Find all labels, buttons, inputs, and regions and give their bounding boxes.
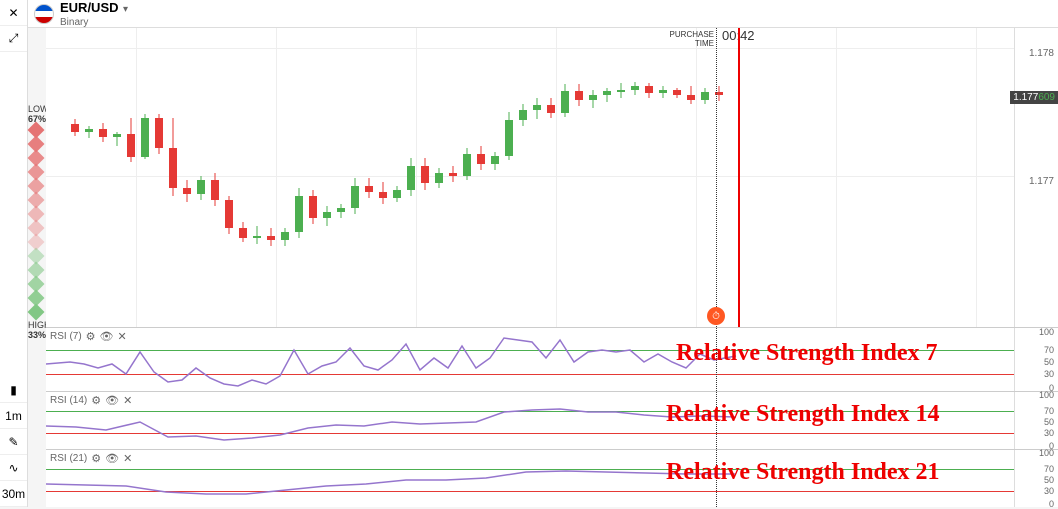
symbol-dropdown-icon[interactable]: ▾ <box>123 4 128 15</box>
close-icon[interactable]: ✕ <box>123 452 132 465</box>
overlay-annotation: Relative Strength Index 21 <box>666 459 940 486</box>
close-tool-icon[interactable]: ✕ <box>0 0 27 26</box>
timeframe-30m-button[interactable]: 30m <box>0 481 27 507</box>
rsi-chart[interactable]: RSI (21) ⚙ 👁 ✕ Relative Strength Index 21 <box>46 450 1014 507</box>
rsi-panel: RSI (7) ⚙ 👁 ✕ Relative Strength Index 7 10… <box>46 327 1058 391</box>
candle-type-icon[interactable]: ▮ <box>0 377 27 403</box>
left-toolbar: ✕ ⤢ ▮ 1m ✎ ∿ 30m <box>0 0 28 507</box>
symbol-header: EUR/USD ▾ Binary <box>28 0 1058 28</box>
rsi-chart[interactable]: RSI (14) ⚙ 👁 ✕ Relative Strength Index 14 <box>46 392 1014 449</box>
settings-icon[interactable]: ⚙ <box>86 330 96 343</box>
overlay-annotation: Relative Strength Index 7 <box>676 340 938 367</box>
indicator-axis: 1007050300 <box>1014 450 1058 507</box>
indicator-name: RSI (21) <box>50 453 87 464</box>
purchase-time-line <box>716 28 717 327</box>
timeframe-1m-button[interactable]: 1m <box>0 403 27 429</box>
rsi-panel: RSI (21) ⚙ 👁 ✕ Relative Strength Index 21… <box>46 449 1058 507</box>
indicator-axis: 1007050300 <box>1014 392 1058 449</box>
overlay-annotation: Relative Strength Index 14 <box>666 401 940 428</box>
symbol-title: EUR/USD <box>60 0 119 15</box>
rsi-panel: RSI (14) ⚙ 👁 ✕ Relative Strength Index 14… <box>46 391 1058 449</box>
indicator-tool-icon[interactable]: ∿ <box>0 455 27 481</box>
rsi-chart[interactable]: RSI (7) ⚙ 👁 ✕ Relative Strength Index 7 <box>46 328 1014 391</box>
purchase-label: PURCHASETIME <box>668 30 714 48</box>
indicator-axis: 1007050300 <box>1014 328 1058 391</box>
price-axis: 1.1781.1771.177609 <box>1014 28 1058 327</box>
symbol-type: Binary <box>60 17 128 28</box>
sentiment-column: LOWER 67% HIGHER 33% <box>28 28 46 507</box>
main-chart-area: EUR/USD ▾ Binary LOWER 67% HIGHER 33% PU… <box>28 0 1058 507</box>
indicator-name: RSI (7) <box>50 331 82 342</box>
candlestick-chart[interactable]: PURCHASETIME00:42⏱ <box>46 28 1014 327</box>
visibility-icon[interactable]: 👁 <box>105 452 119 465</box>
draw-tool-icon[interactable]: ✎ <box>0 429 27 455</box>
higher-pct: 33% <box>28 330 46 340</box>
indicator-name: RSI (14) <box>50 395 87 406</box>
flag-icon <box>34 4 54 24</box>
settings-icon[interactable]: ⚙ <box>91 394 101 407</box>
current-price-badge: 1.177609 <box>1010 91 1058 104</box>
close-icon[interactable]: ✕ <box>118 330 127 343</box>
close-icon[interactable]: ✕ <box>123 394 132 407</box>
settings-icon[interactable]: ⚙ <box>91 452 101 465</box>
visibility-icon[interactable]: 👁 <box>100 330 114 343</box>
clock-icon: ⏱ <box>707 307 725 325</box>
expand-tool-icon[interactable]: ⤢ <box>0 26 27 52</box>
visibility-icon[interactable]: 👁 <box>105 394 119 407</box>
